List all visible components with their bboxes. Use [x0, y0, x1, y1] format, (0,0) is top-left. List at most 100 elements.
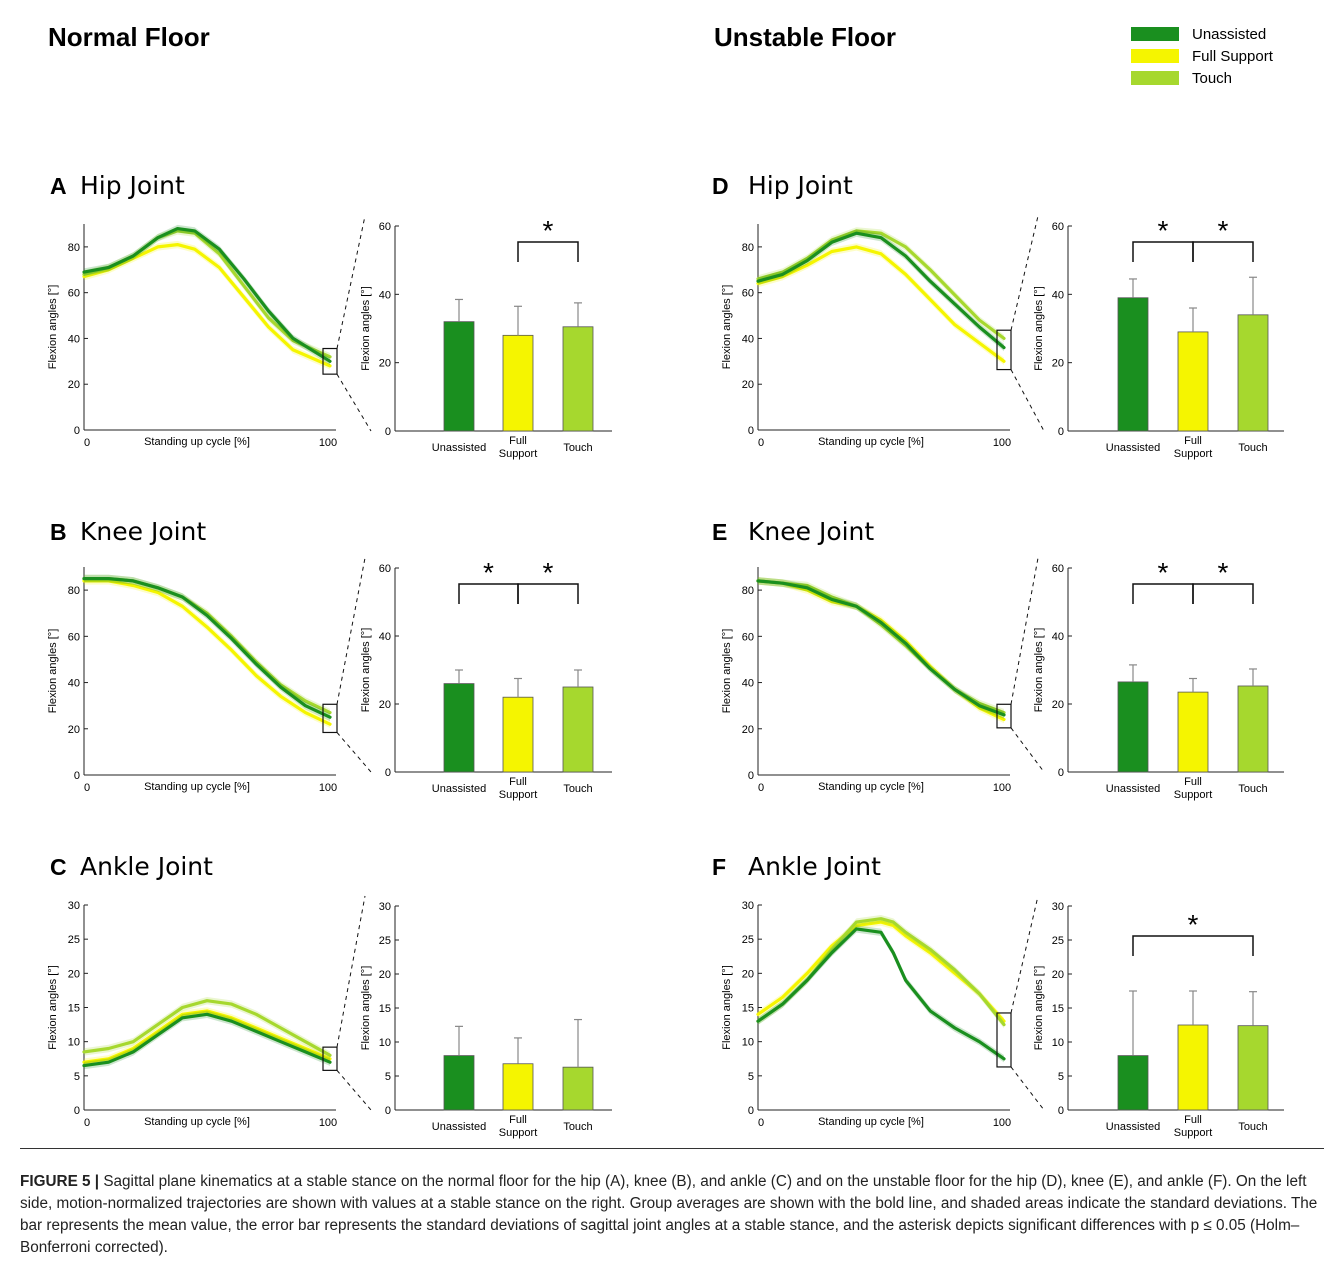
zoom-box — [996, 1012, 1012, 1068]
bar-2 — [1237, 685, 1269, 773]
line-x-tick-label: 0 — [84, 1117, 90, 1129]
significance-bracket — [1132, 935, 1254, 956]
bar-category-label: Support — [499, 448, 538, 460]
line-y-tick-label: 20 — [742, 968, 754, 980]
line-x-axis-label: Standing up cycle [%] — [144, 781, 250, 793]
series-line-full-support — [756, 245, 1006, 363]
line-y-axis-label: Flexion angles [°] — [47, 965, 59, 1050]
panel-letter-f: F — [712, 854, 726, 880]
bar-y-tick-label: 60 — [379, 221, 391, 233]
bar-y-tick-label: 10 — [1052, 1037, 1064, 1049]
line-y-axis-label: Flexion angles [°] — [47, 629, 59, 714]
bar-1 — [1177, 331, 1209, 432]
bar-y-tick-label: 10 — [379, 1037, 391, 1049]
series-line-unassisted — [756, 579, 1006, 717]
panel-e: E Knee Joint 0 20 40 60 80 0 100 Standing up cycl… — [712, 517, 1284, 801]
zoom-guide-bottom — [336, 373, 372, 432]
panel-title-d: Hip Joint — [748, 171, 853, 200]
legend-swatch-0 — [1131, 27, 1179, 41]
line-y-tick-label: 20 — [68, 379, 80, 391]
line-y-tick-label: 80 — [68, 585, 80, 597]
line-y-tick-label: 0 — [748, 770, 754, 782]
sd-band-full-support — [758, 577, 1004, 724]
line-y-tick-label: 40 — [68, 333, 80, 345]
bar-2 — [1237, 1025, 1269, 1111]
series-line-unassisted — [756, 231, 1006, 350]
significance-asterisk: * — [1218, 215, 1229, 246]
zoom-box — [996, 703, 1012, 729]
line-y-tick-label: 80 — [742, 585, 754, 597]
heading-unstable-floor: Unstable Floor — [714, 22, 896, 52]
line-x-tick-label: 100 — [993, 1117, 1011, 1129]
bar-2 — [1237, 314, 1269, 432]
panel-letter-d: D — [712, 173, 729, 199]
bar-2 — [562, 686, 594, 773]
line-y-tick-label: 20 — [68, 968, 80, 980]
zoom-guide-bottom — [336, 1070, 372, 1111]
bar-y-tick-label: 15 — [379, 1003, 391, 1015]
line-x-axis-label: Standing up cycle [%] — [818, 1116, 924, 1128]
bar-y-tick-label: 5 — [1058, 1071, 1064, 1083]
line-y-tick-label: 60 — [742, 631, 754, 643]
bar-y-tick-label: 0 — [385, 1105, 391, 1117]
line-y-tick-label: 5 — [74, 1071, 80, 1083]
sd-band-touch — [758, 227, 1004, 343]
bar-y-tick-label: 25 — [379, 935, 391, 947]
line-y-tick-label: 40 — [68, 678, 80, 690]
panel-title-b: Knee Joint — [80, 517, 206, 546]
significance-asterisk: * — [1188, 909, 1199, 940]
bar-category-label: Unassisted — [1106, 442, 1160, 454]
bar-category-label: Full — [1184, 435, 1202, 447]
legend-label-0: Unassisted — [1192, 26, 1266, 43]
series-line-full-support — [82, 579, 332, 726]
bar-category-label: Unassisted — [432, 783, 486, 795]
bar-category-label: Unassisted — [1106, 1121, 1160, 1133]
bar-1 — [1177, 691, 1209, 773]
bar-1 — [502, 334, 534, 432]
legend-swatch-1 — [1131, 49, 1179, 63]
line-x-tick-label: 0 — [758, 782, 764, 794]
line-y-tick-label: 15 — [742, 1003, 754, 1015]
significance-asterisk: * — [543, 557, 554, 588]
bar-1 — [502, 1063, 534, 1111]
bar-y-tick-label: 20 — [1052, 358, 1064, 370]
bar-y-tick-label: 20 — [379, 699, 391, 711]
bar-y-tick-label: 40 — [379, 631, 391, 643]
line-x-tick-label: 0 — [758, 437, 764, 449]
line-y-tick-label: 0 — [74, 770, 80, 782]
line-y-axis-label: Flexion angles [°] — [47, 285, 59, 370]
zoom-guide-top — [1010, 215, 1039, 331]
line-x-tick-label: 0 — [84, 437, 90, 449]
bar-1 — [1177, 1024, 1209, 1111]
line-y-tick-label: 40 — [742, 333, 754, 345]
series-line-unassisted — [82, 1012, 332, 1068]
zoom-guide-top — [336, 215, 366, 349]
line-x-tick-label: 100 — [993, 437, 1011, 449]
bar-category-label: Unassisted — [432, 442, 486, 454]
panel-title-f: Ankle Joint — [748, 852, 881, 881]
bar-category-label: Support — [1174, 448, 1213, 460]
panel-title-e: Knee Joint — [748, 517, 874, 546]
zoom-guide-bottom — [336, 732, 372, 773]
significance-asterisk: * — [1218, 557, 1229, 588]
bar-0 — [443, 321, 475, 432]
bar-y-tick-label: 0 — [1058, 426, 1064, 438]
line-y-tick-label: 60 — [742, 288, 754, 300]
bar-category-label: Full — [509, 1114, 527, 1126]
line-y-tick-label: 20 — [742, 724, 754, 736]
line-x-axis-label: Standing up cycle [%] — [818, 781, 924, 793]
line-y-tick-label: 20 — [68, 724, 80, 736]
significance-asterisk: * — [483, 557, 494, 588]
zoom-box — [322, 1046, 338, 1071]
bar-category-label: Full — [1184, 776, 1202, 788]
bar-y-tick-label: 20 — [379, 358, 391, 370]
line-y-tick-label: 80 — [742, 242, 754, 254]
bar-0 — [1117, 681, 1149, 773]
bar-category-label: Touch — [1238, 1121, 1267, 1133]
bar-category-label: Support — [499, 1127, 538, 1139]
bar-category-label: Support — [1174, 1127, 1213, 1139]
bar-1 — [502, 696, 534, 773]
bar-y-tick-label: 60 — [1052, 221, 1064, 233]
zoom-guide-bottom — [1010, 1066, 1045, 1111]
line-y-tick-label: 10 — [68, 1037, 80, 1049]
